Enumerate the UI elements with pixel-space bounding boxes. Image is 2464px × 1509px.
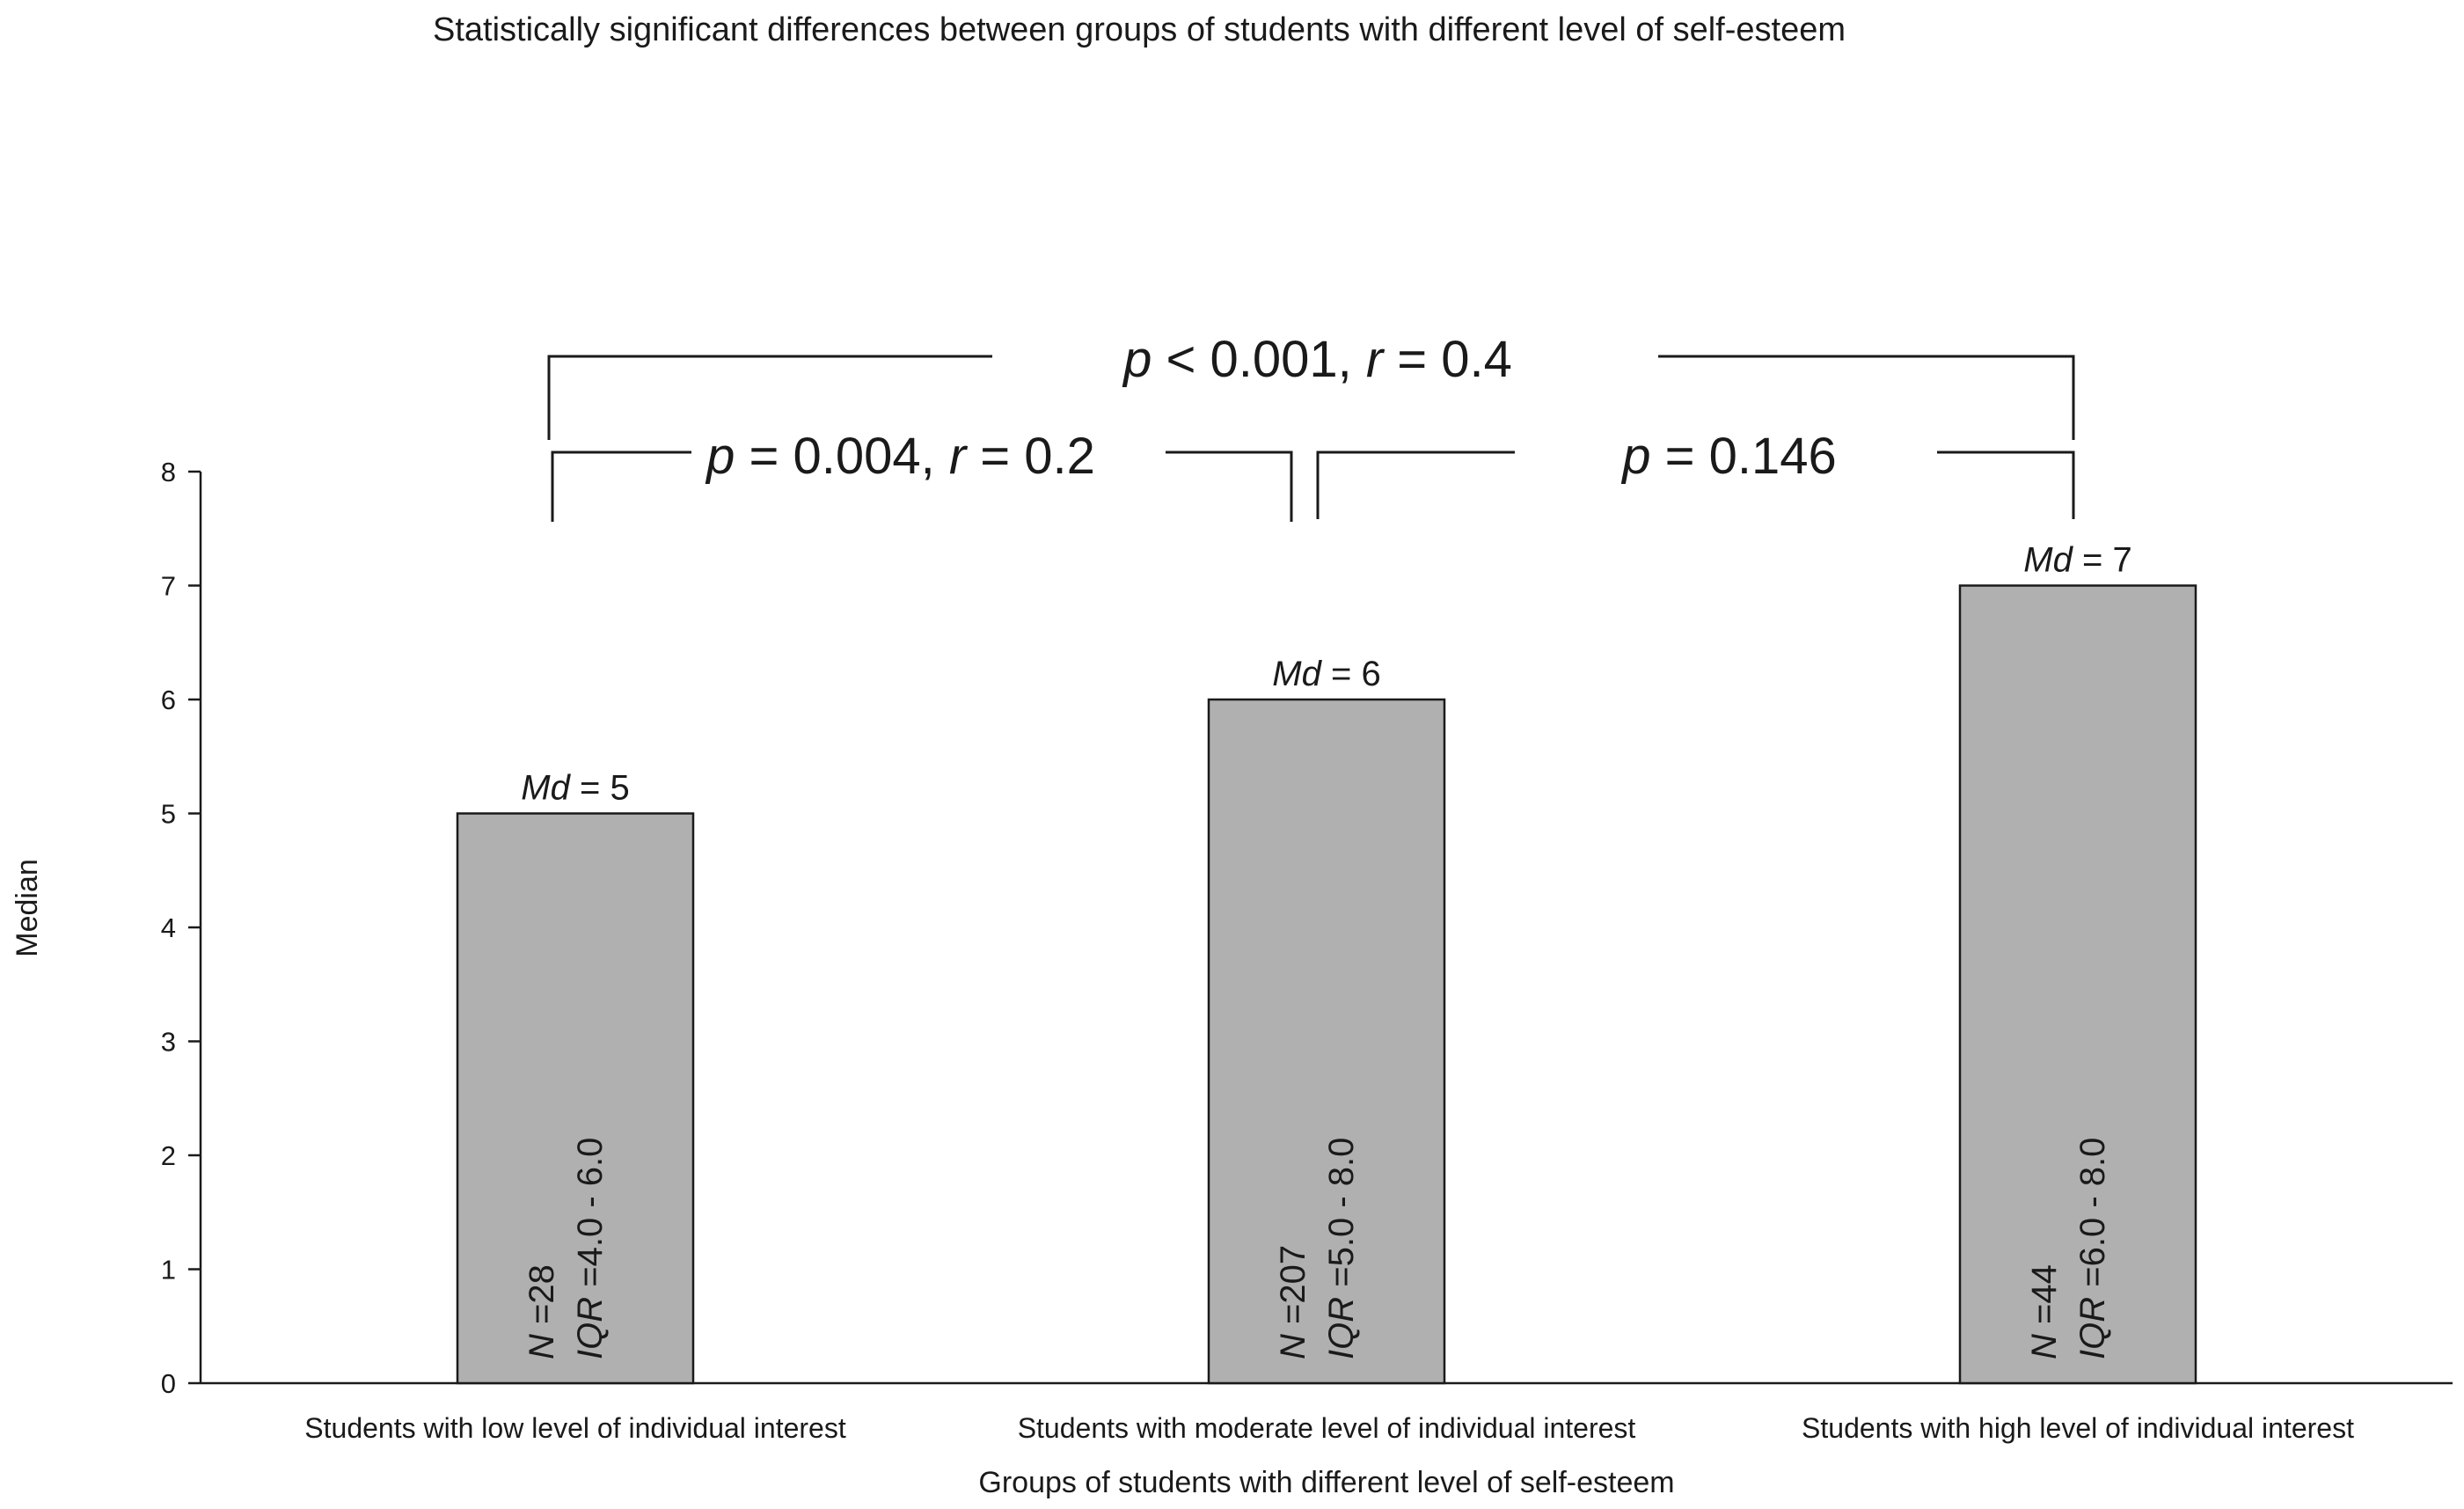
md-label-1: Md = 5 — [521, 769, 629, 808]
iqr-label-3: IQR =6.0 - 8.0 — [2073, 1138, 2112, 1359]
y-tick-label: 3 — [161, 1027, 176, 1058]
y-tick-label: 8 — [161, 457, 176, 487]
comparison-bracket-left-3 — [1316, 451, 1515, 519]
category-label-1: Students with low level of individual in… — [304, 1412, 846, 1444]
comparison-label-2: p = 0.004, r = 0.2 — [705, 428, 1095, 485]
comparison-bracket-right-1 — [1658, 355, 2075, 440]
category-label-3: Students with high level of individual i… — [1802, 1412, 2354, 1444]
y-tick-label: 1 — [161, 1255, 176, 1286]
comparison-bracket-right-3 — [1937, 451, 2075, 519]
bar-1 — [456, 812, 695, 1385]
comparison-bracket-right-2 — [1166, 451, 1293, 522]
y-tick-label: 2 — [161, 1140, 176, 1171]
comparison-bracket-left-2 — [551, 451, 691, 522]
n-label-2: N =207 — [1274, 1245, 1312, 1359]
y-tick-label: 4 — [161, 912, 176, 943]
plot-area: 0 1 2 3 4 5 6 7 8 Md = 5 N =28 IQR =4.0 - 6.0 Studen… — [161, 331, 2453, 1444]
y-axis-label: Median — [11, 859, 44, 957]
chart-title: Statistically significant differences be… — [433, 11, 1846, 48]
bar-3 — [1958, 584, 2197, 1385]
comparison-label-1: p < 0.001, r = 0.4 — [1122, 331, 1512, 388]
n-label-1: N =28 — [523, 1264, 561, 1359]
bar-2 — [1207, 698, 1446, 1385]
y-tick-label: 0 — [161, 1368, 176, 1399]
y-tick-label: 6 — [161, 685, 176, 715]
iqr-label-1: IQR =4.0 - 6.0 — [571, 1138, 610, 1359]
category-label-2: Students with moderate level of individu… — [1018, 1412, 1636, 1444]
y-tick-label: 7 — [161, 571, 176, 602]
md-label-3: Md = 7 — [2023, 541, 2131, 580]
y-tick-label: 5 — [161, 799, 176, 830]
x-axis-label: Groups of students with different level … — [978, 1466, 1674, 1499]
comparison-label-3: p = 0.146 — [1620, 428, 1837, 485]
n-label-3: N =44 — [2025, 1264, 2064, 1359]
comparison-bracket-left-1 — [547, 355, 992, 440]
md-label-2: Md = 6 — [1272, 655, 1380, 693]
iqr-label-2: IQR =5.0 - 8.0 — [1322, 1138, 1361, 1359]
